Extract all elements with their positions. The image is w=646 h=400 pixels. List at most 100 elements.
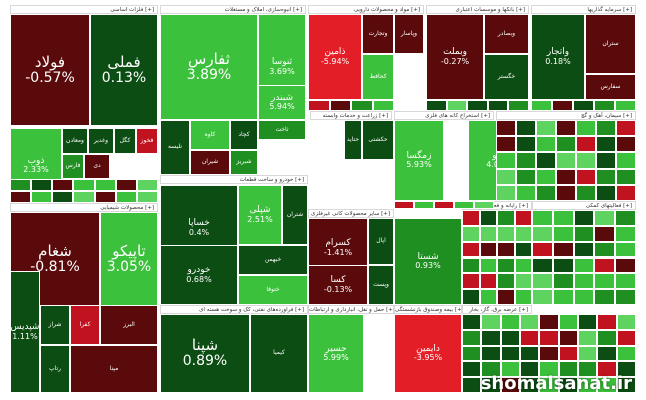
stock-tile-cell[interactable] <box>462 257 480 274</box>
stock-tile-cell[interactable] <box>552 289 574 305</box>
stock-tile[interactable]: کاوه <box>190 120 230 150</box>
stock-tile-cell[interactable] <box>578 314 598 330</box>
stock-tile-cell[interactable] <box>594 257 616 274</box>
stock-tile-cell[interactable] <box>556 136 576 153</box>
stock-tile-cell[interactable] <box>115 191 137 203</box>
stock-tile-cell[interactable] <box>576 168 596 185</box>
stock-tile-cell[interactable] <box>467 100 488 111</box>
stock-tile-cell[interactable] <box>462 314 482 330</box>
stock-tile-cell[interactable] <box>462 225 480 242</box>
stock-tile-cell[interactable] <box>578 361 598 378</box>
sector-header[interactable]: خودرو و ساخت قطعات [+] <box>160 175 308 184</box>
stock-tile-cell[interactable] <box>516 136 536 153</box>
stock-tile-cell[interactable] <box>594 225 616 242</box>
stock-tile-cell[interactable] <box>573 273 595 290</box>
stock-tile[interactable]: فارس <box>62 154 84 179</box>
stock-tile-cell[interactable] <box>454 201 474 209</box>
stock-tile-cell[interactable] <box>497 225 515 242</box>
stock-tile-cell[interactable] <box>615 257 636 274</box>
stock-tile-cell[interactable] <box>372 100 394 111</box>
stock-tile[interactable]: وپاسار <box>394 14 424 54</box>
sector-header[interactable]: مواد و محصولات دارویی [+] <box>308 5 424 14</box>
stock-tile-cell[interactable] <box>573 257 595 274</box>
stock-tile-cell[interactable] <box>539 329 559 346</box>
stock-tile-cell[interactable] <box>596 136 616 153</box>
stock-tile-cell[interactable] <box>539 314 559 330</box>
stock-tile-cell[interactable] <box>615 289 636 305</box>
stock-tile-cell[interactable] <box>576 184 596 201</box>
sector-header[interactable]: زراعت و خدمات وابسته [+] <box>310 111 392 120</box>
stock-tile-cell[interactable] <box>615 210 636 226</box>
stock-tile-cell[interactable] <box>556 168 576 185</box>
stock-tile[interactable]: کگل <box>114 128 136 154</box>
stock-tile-cell[interactable] <box>536 184 556 201</box>
stock-tile[interactable]: کحافظ <box>362 54 394 100</box>
stock-tile[interactable]: خبهمن <box>238 245 308 275</box>
stock-tile-cell[interactable] <box>616 361 636 378</box>
sector-header[interactable]: فلزات اساسی [+] <box>10 5 158 14</box>
stock-tile-cell[interactable] <box>552 100 573 111</box>
sector-header[interactable]: بانکها و موسسات اعتباری [+] <box>426 5 529 14</box>
stock-tile-cell[interactable] <box>552 241 574 258</box>
sector-header[interactable]: بیمه وصندوق بازنشستگی [+] <box>394 305 462 314</box>
stock-tile-cell[interactable] <box>479 225 497 242</box>
stock-tile-cell[interactable] <box>500 377 520 393</box>
stock-tile-cell[interactable] <box>497 289 515 305</box>
stock-tile-cell[interactable] <box>532 273 553 290</box>
stock-tile-cell[interactable] <box>615 241 636 258</box>
stock-tile[interactable]: شیران <box>190 150 230 175</box>
stock-tile-cell[interactable] <box>446 100 468 111</box>
stock-tile-cell[interactable] <box>536 152 556 169</box>
stock-tile-cell[interactable] <box>615 100 636 111</box>
stock-tile-cell[interactable] <box>481 361 501 378</box>
stock-tile-cell[interactable] <box>532 210 553 226</box>
sector-header[interactable]: حمل و نقل، انبارداری و ارتباطات [+] <box>308 305 394 314</box>
stock-tile-cell[interactable] <box>474 201 494 209</box>
stock-tile-cell[interactable] <box>479 273 497 290</box>
stock-tile-cell[interactable] <box>597 377 617 393</box>
stock-tile-cell[interactable] <box>616 136 636 153</box>
stock-tile-cell[interactable] <box>514 241 532 258</box>
stock-tile[interactable]: فخوز <box>136 128 158 154</box>
stock-tile-cell[interactable] <box>596 184 616 201</box>
stock-tile-cell[interactable] <box>497 241 515 258</box>
stock-tile-cell[interactable] <box>136 179 158 191</box>
stock-tile-cell[interactable] <box>514 210 532 226</box>
stock-tile-cell[interactable] <box>531 100 552 111</box>
stock-tile-cell[interactable] <box>596 168 616 185</box>
stock-tile-cell[interactable] <box>94 191 116 203</box>
stock-tile-cell[interactable] <box>573 210 595 226</box>
stock-tile-cell[interactable] <box>496 152 516 169</box>
stock-tile-cell[interactable] <box>496 168 516 185</box>
stock-tile-cell[interactable] <box>616 120 636 137</box>
stock-tile-cell[interactable] <box>462 329 482 346</box>
stock-tile-cell[interactable] <box>479 210 497 226</box>
stock-tile-cell[interactable] <box>573 100 594 111</box>
stock-tile-cell[interactable] <box>594 210 616 226</box>
stock-tile[interactable]: خودرو 0.68% <box>160 245 238 305</box>
stock-tile-cell[interactable] <box>516 168 536 185</box>
stock-tile-cell[interactable] <box>596 152 616 169</box>
stock-tile-cell[interactable] <box>536 120 556 137</box>
stock-tile-cell[interactable] <box>31 179 53 191</box>
stock-tile-cell[interactable] <box>558 345 578 362</box>
stock-tile-cell[interactable] <box>500 345 520 362</box>
stock-tile-cell[interactable] <box>573 289 595 305</box>
stock-tile-cell[interactable] <box>351 100 373 111</box>
stock-tile[interactable]: زمگسا 5.93% <box>394 120 444 201</box>
stock-tile[interactable]: حتاید <box>344 120 362 160</box>
stock-tile-cell[interactable] <box>532 241 553 258</box>
stock-tile[interactable]: ذامین -5.94% <box>308 14 362 100</box>
stock-tile[interactable]: تلیسه <box>160 120 190 175</box>
stock-tile[interactable]: وبملت -0.27% <box>426 14 484 100</box>
stock-tile-cell[interactable] <box>434 201 454 209</box>
stock-tile[interactable]: حسیر 5.99% <box>308 314 364 393</box>
stock-tile-cell[interactable] <box>597 345 617 362</box>
stock-tile-cell[interactable] <box>516 120 536 137</box>
stock-tile-cell[interactable] <box>556 152 576 169</box>
stock-tile-cell[interactable] <box>462 361 482 378</box>
stock-tile-cell[interactable] <box>520 345 540 362</box>
stock-tile-cell[interactable] <box>414 201 434 209</box>
stock-tile[interactable]: وغدیر <box>88 128 114 154</box>
stock-tile-cell[interactable] <box>514 257 532 274</box>
